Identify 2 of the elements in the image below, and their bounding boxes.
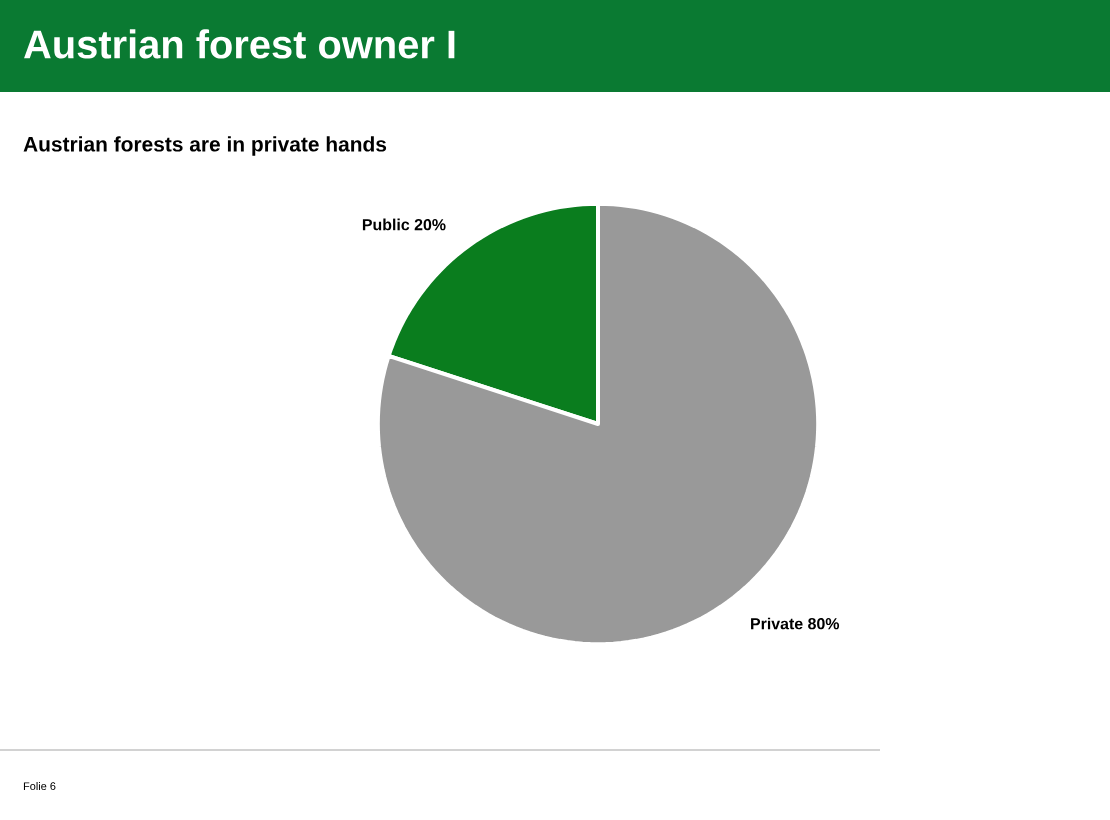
chart-subtitle: Austrian forests are in private hands — [23, 136, 387, 156]
chart-title: Austrian forest owner I — [24, 29, 455, 59]
